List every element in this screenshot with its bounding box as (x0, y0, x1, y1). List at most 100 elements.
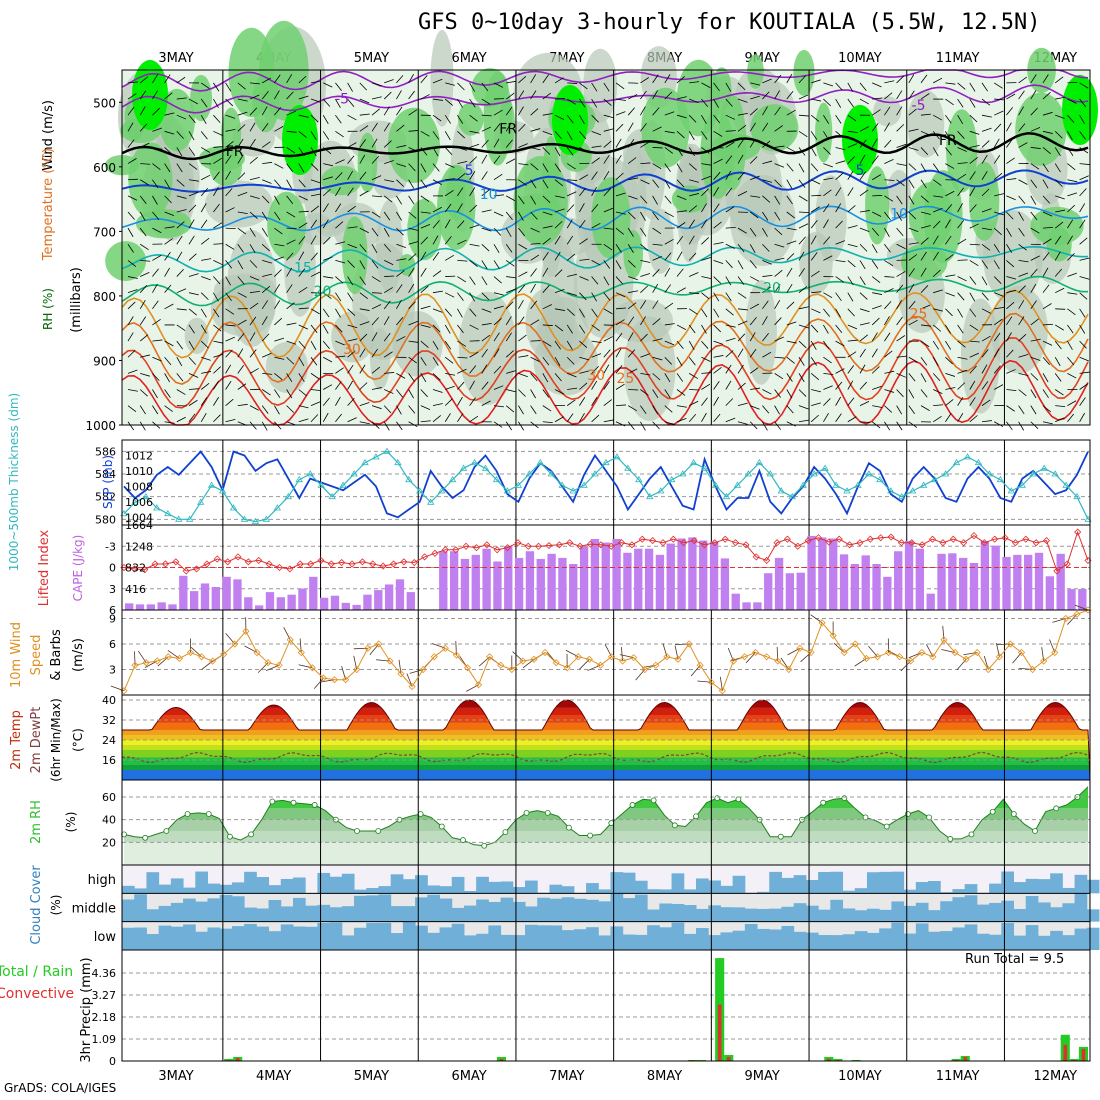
wind-barb (603, 349, 611, 358)
wind-barb (859, 210, 870, 213)
wind-barb (396, 405, 402, 415)
wind-barb (1030, 211, 1038, 221)
wind-barb (420, 94, 430, 100)
wind-barb (749, 138, 756, 148)
wind-barb (981, 292, 989, 301)
li-point (369, 560, 377, 568)
wind-barb (701, 372, 712, 374)
isotherm-label: 25 (617, 371, 635, 387)
wind-barb (835, 413, 842, 423)
cloud-cell (1037, 935, 1051, 950)
wind10-point (807, 648, 815, 657)
temp-axis-label-2: 2m DewPt (29, 707, 44, 774)
wind-barb (591, 276, 599, 285)
wind-barb (945, 219, 951, 229)
li-point (514, 539, 522, 547)
wind-barb (725, 276, 732, 286)
li-line (123, 530, 1089, 572)
rh-shade-moist (387, 107, 440, 184)
wind-barb (139, 195, 147, 205)
wind-barb (542, 304, 552, 310)
cloud-cell (1037, 879, 1051, 894)
cloud-cell (525, 924, 538, 950)
wind-barb (774, 336, 784, 342)
wind-barb (176, 221, 185, 229)
wind-barb (859, 227, 870, 233)
rh-bands (124, 786, 1088, 865)
wind-barb (249, 405, 260, 411)
wind10-point (463, 664, 472, 672)
wind-barb (457, 381, 465, 390)
wind-barb (554, 373, 562, 382)
thickness-point (164, 509, 172, 517)
wind-barb (469, 260, 478, 267)
wind-barb (945, 387, 956, 390)
wind-barb (542, 356, 550, 366)
wind-barb (274, 300, 281, 310)
wind-barb (652, 211, 659, 221)
wind-barb (896, 143, 907, 148)
thickness-point (1051, 470, 1059, 477)
wind10-point (707, 678, 715, 686)
wind-barb (859, 381, 867, 390)
wind-barb (774, 269, 783, 277)
wind10-point (873, 653, 882, 661)
wind-barb (371, 244, 378, 254)
wind-barb (993, 348, 1000, 358)
wind-barb (188, 179, 199, 182)
wind-barb (127, 389, 138, 392)
wind-barb (493, 211, 504, 217)
cloud-cell (695, 878, 709, 894)
wind-barb (725, 206, 735, 213)
wind-barb (127, 81, 138, 84)
wind-barb (725, 141, 735, 148)
rh-shade-moist (908, 182, 953, 250)
wind-barb (823, 147, 831, 155)
li-point (410, 558, 418, 567)
wind-barb (872, 305, 882, 310)
wind-barb (993, 318, 1003, 326)
wind-barb (518, 211, 524, 221)
li-point (503, 544, 512, 552)
wind-barb (383, 106, 390, 116)
wind-barb (1018, 421, 1025, 431)
wind-barb (664, 284, 671, 293)
wind-barb (359, 171, 367, 180)
wind-barb (725, 226, 736, 229)
wind-barb (127, 211, 135, 220)
wind-barb (1054, 389, 1064, 396)
wind-barb (713, 130, 723, 137)
wind-barb (286, 110, 296, 116)
pressure-tick-label: 800 (93, 290, 116, 304)
cape-bar (525, 551, 535, 610)
wind-barb (554, 324, 564, 332)
wind-barb (969, 243, 980, 246)
cape-bar (655, 554, 665, 610)
cloud-cell (439, 927, 453, 950)
cloud-cell (634, 934, 648, 950)
wind-barb (554, 308, 565, 311)
wind-barb (1030, 107, 1038, 116)
wind-barb (945, 356, 953, 365)
wind-barb (981, 82, 988, 92)
isotherm (121, 359, 1089, 426)
cloud-cell (573, 898, 587, 922)
cloud-cell (940, 931, 953, 950)
temp-line (121, 699, 1091, 781)
wind-barb (408, 211, 417, 219)
wind-barb (859, 139, 867, 148)
wind-barb (725, 350, 734, 358)
wind-barb (152, 179, 159, 189)
wind-barb (920, 324, 931, 327)
wind-barb (981, 127, 992, 132)
wind10-point (319, 674, 328, 682)
wind-barb (444, 356, 454, 364)
wind-barb (286, 389, 293, 399)
wind-barb (249, 211, 258, 219)
wind-barb (152, 211, 160, 220)
wind-barb (1042, 92, 1051, 100)
wind-barb (908, 163, 917, 171)
wind-barb (469, 114, 478, 122)
wind-barb (542, 421, 553, 424)
rh-shade (227, 230, 277, 347)
